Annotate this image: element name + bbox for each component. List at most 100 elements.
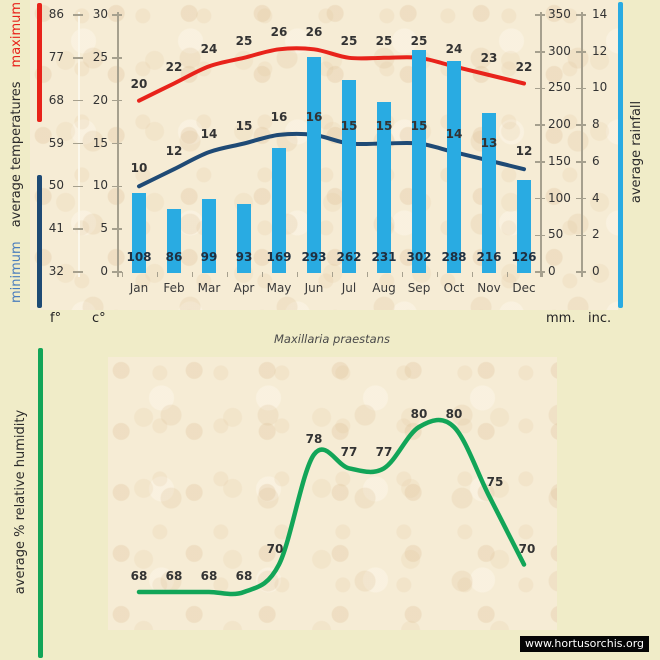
axis-tick: [535, 197, 545, 200]
axis-tick: [576, 51, 586, 53]
humidity-value-label: 77: [340, 445, 358, 460]
humidity-value-label: 77: [375, 445, 393, 460]
month-label: Dec: [512, 281, 536, 295]
rainfall-value-label: 86: [165, 250, 183, 264]
max-temp-value-label: 26: [305, 25, 323, 40]
month-boundary-tick: [366, 272, 368, 277]
rainfall-accent-bar: [618, 2, 623, 308]
celsius-tick-label: 25: [92, 49, 108, 64]
axis-tick: [576, 271, 586, 273]
millimeters-unit-label: mm.: [546, 311, 576, 326]
inches-tick-label: 2: [592, 227, 600, 242]
humidity-value-label: 80: [410, 407, 428, 421]
minimum-temperature-accent-bar: [37, 175, 42, 308]
millimeters-tick-label: 300: [548, 43, 571, 58]
month-label: Nov: [477, 281, 501, 295]
inches-tick-label: 10: [592, 80, 608, 95]
millimeters-tick-label: 350: [548, 7, 571, 21]
humidity-accent-bar: [38, 348, 43, 658]
axis-tick: [112, 185, 122, 188]
rainfall-bar: [447, 60, 461, 273]
month-boundary-tick: [331, 272, 333, 277]
axis-tick: [73, 142, 83, 145]
rainfall-bar: [307, 56, 321, 273]
axis-line: [581, 12, 583, 277]
axis-line: [540, 12, 542, 277]
inches-tick-label: 14: [592, 7, 608, 21]
axis-tick: [535, 14, 545, 16]
rainfall-value-label: 126: [511, 250, 537, 264]
axis-tick: [576, 161, 586, 163]
humidity-value-label: 70: [518, 541, 536, 556]
axis-tick: [576, 124, 586, 126]
humidity-axis-label: average % relative humidity: [13, 409, 28, 595]
humidity-value-label: 68: [235, 569, 253, 583]
maximum-label: maximum: [9, 1, 24, 68]
month-boundary-tick: [261, 272, 263, 277]
inches-tick-label: 6: [592, 153, 600, 168]
millimeters-tick-label: 250: [548, 80, 571, 95]
max-temp-value-label: 24: [200, 42, 218, 57]
month-boundary-tick: [191, 272, 193, 277]
min-temp-value-label: 12: [165, 144, 183, 159]
fahrenheit-tick-label: 68: [48, 92, 64, 107]
month-label: Oct: [443, 281, 465, 295]
celsius-unit-label: c°: [92, 311, 106, 326]
axis-tick: [535, 161, 545, 163]
axis-tick: [112, 142, 122, 145]
temperature-axis-label: minimum average temperatures maximum: [4, 0, 30, 310]
max-temp-value-label: 24: [445, 42, 463, 57]
month-label: Apr: [233, 281, 255, 295]
millimeters-tick-label: 200: [548, 117, 571, 132]
axis-tick: [535, 124, 545, 126]
fahrenheit-tick-label: 41: [48, 221, 64, 236]
celsius-tick-label: 30: [92, 7, 108, 21]
rainfall-value-label: 93: [235, 250, 253, 264]
month-label: Jul: [341, 281, 357, 295]
month-label: Jan: [129, 281, 149, 295]
fahrenheit-unit-label: f°: [50, 311, 62, 326]
max-temp-value-label: 26: [270, 25, 288, 40]
month-label: Sep: [407, 281, 431, 295]
fahrenheit-tick-label: 32: [48, 264, 64, 278]
axis-tick: [112, 228, 122, 230]
axis-tick: [576, 197, 586, 200]
rainfall-value-label: 216: [476, 250, 502, 264]
max-temp-value-label: 22: [515, 59, 533, 74]
rainfall-bar: [202, 199, 216, 273]
min-temp-value-label: 12: [515, 144, 533, 159]
month-label: May: [266, 281, 292, 295]
average-temperatures-label: average temperatures: [9, 81, 24, 228]
inches-tick-label: 8: [592, 117, 600, 132]
celsius-tick-label: 15: [92, 135, 108, 150]
rainfall-value-label: 288: [441, 250, 467, 264]
rainfall-bar: [517, 179, 531, 273]
rainfall-value-label: 231: [371, 250, 397, 264]
celsius-tick-label: 10: [92, 178, 108, 193]
axis-tick: [535, 234, 545, 236]
min-temp-value-label: 14: [445, 127, 463, 142]
fahrenheit-tick-label: 77: [48, 49, 64, 64]
axis-tick: [535, 51, 545, 53]
humidity-value-label: 68: [165, 569, 183, 583]
chart-title: Maxillaria praestans: [273, 332, 390, 346]
inches-unit-label: inc.: [588, 311, 612, 326]
axis-tick: [73, 14, 83, 16]
rainfall-bar: [272, 147, 286, 273]
axis-tick: [535, 87, 545, 90]
min-temp-value-label: 16: [305, 109, 323, 124]
maximum-temperature-accent-bar: [37, 3, 42, 122]
rainfall-axis-label: average rainfall: [629, 100, 644, 204]
axis-tick: [73, 228, 83, 230]
month-boundary-tick: [401, 272, 403, 277]
rainfall-value-label: 302: [406, 250, 432, 264]
humidity-value-label: 68: [130, 569, 148, 583]
rainfall-value-label: 293: [301, 250, 327, 264]
fahrenheit-tick-label: 86: [48, 7, 64, 21]
month-boundary-tick: [506, 272, 508, 277]
month-boundary-tick: [156, 272, 158, 277]
axis-tick: [112, 57, 122, 59]
